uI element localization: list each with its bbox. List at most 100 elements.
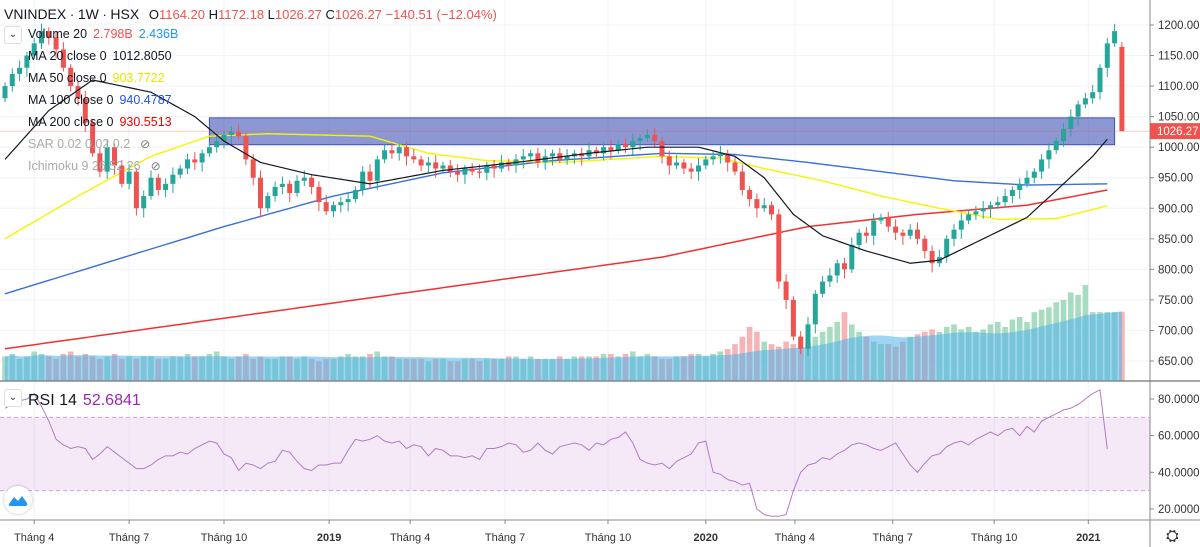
candle-body: [323, 202, 329, 212]
legend-row[interactable]: MA 50 close 0 903.7722: [28, 71, 171, 85]
candle-body: [433, 162, 439, 169]
tradingview-logo[interactable]: [4, 486, 32, 514]
close-label: C: [325, 7, 335, 22]
candle-body: [382, 150, 388, 160]
candle: [418, 155, 424, 172]
candle: [1039, 153, 1045, 179]
indicator-name: Ichimoku 9 26 52 26: [28, 159, 141, 173]
gear-icon[interactable]: ⛭: [1166, 528, 1179, 545]
chevron-down-icon[interactable]: ⌄: [4, 389, 22, 407]
candle: [710, 150, 716, 165]
candle: [769, 201, 774, 220]
candle-body: [228, 131, 234, 135]
candle-body: [206, 147, 212, 154]
candle-body: [265, 196, 271, 209]
candle-body: [747, 189, 753, 200]
candle-body: [82, 98, 88, 123]
candle-body: [834, 263, 840, 276]
separator: ·: [69, 7, 75, 22]
candle: [1009, 186, 1015, 204]
candle: [944, 235, 950, 263]
legend-row[interactable]: Ichimoku 9 26 52 26 ⊘: [28, 159, 167, 173]
candle-body: [907, 229, 913, 236]
candle-body: [214, 141, 220, 148]
price-tick-label: 900.00: [1158, 203, 1193, 215]
candle-body: [75, 86, 81, 99]
candle-body: [988, 205, 993, 209]
candle-body: [1082, 98, 1088, 105]
candle: [783, 274, 789, 310]
candle-body: [608, 147, 614, 151]
candle-body: [279, 183, 285, 187]
eye-crossed-icon[interactable]: ⊘: [150, 159, 161, 173]
candle-body: [287, 183, 293, 193]
candle: [761, 197, 767, 212]
candle: [696, 158, 701, 181]
candle: [382, 144, 388, 164]
candle-body: [360, 171, 366, 190]
legend-row[interactable]: MA 100 close 0 940.4787: [28, 93, 178, 107]
time-tick-label: Tháng 4: [390, 532, 430, 544]
time-tick-label: Tháng 7: [872, 532, 912, 544]
candle-body: [725, 153, 731, 163]
candle: [893, 219, 899, 241]
candle: [352, 186, 358, 203]
candle-body: [1097, 67, 1103, 93]
candle-body: [893, 226, 899, 233]
rsi-name: RSI 14: [28, 392, 77, 409]
candle: [46, 27, 52, 45]
candle-body: [783, 281, 789, 300]
candle: [732, 156, 738, 176]
rsi-band: [0, 417, 1150, 491]
candle: [623, 138, 628, 153]
candle: [141, 190, 147, 218]
candle: [878, 213, 884, 225]
candle-body: [1061, 128, 1066, 142]
candle: [849, 237, 855, 274]
candle-body: [104, 147, 110, 172]
legend-row[interactable]: SAR 0.02 0.02 0.2 ⊘: [28, 137, 156, 151]
candle-body: [250, 159, 256, 178]
rsi-line: [4, 389, 1108, 517]
legend-row[interactable]: Volume 20 2.798B 2.436B: [28, 27, 184, 41]
candle-body: [1031, 171, 1037, 178]
candle: [907, 224, 913, 240]
candle: [60, 42, 66, 72]
chevron-down-icon[interactable]: ⌄: [4, 26, 22, 44]
candle-body: [703, 159, 709, 166]
symbol-name[interactable]: VNINDEX: [4, 6, 67, 22]
candle-body: [455, 171, 461, 175]
candle-body: [477, 171, 482, 173]
rsi-legend[interactable]: RSI 14 52.6841: [28, 392, 147, 410]
time-tick-label: Tháng 10: [201, 532, 247, 544]
candle-body: [1002, 196, 1008, 203]
candle: [922, 235, 928, 259]
candle: [119, 160, 125, 188]
candle-body: [717, 153, 723, 157]
candle: [228, 126, 234, 145]
candle-body: [1104, 43, 1110, 68]
candle-body: [1090, 92, 1096, 99]
interval[interactable]: 1W: [77, 6, 99, 22]
candle: [447, 160, 453, 178]
candle: [805, 317, 811, 357]
legend-row[interactable]: MA 200 close 0 930.5513: [28, 115, 178, 129]
candle-body: [644, 134, 650, 139]
candle-body: [24, 55, 30, 68]
candle-body: [856, 232, 862, 245]
candle-body: [871, 220, 877, 236]
candle: [433, 155, 439, 178]
candle-body: [1119, 46, 1125, 132]
time-tick-label: Tháng 4: [14, 532, 54, 544]
candle: [951, 224, 957, 247]
candle: [1046, 142, 1052, 169]
candle-body: [995, 202, 1001, 206]
candle-body: [674, 162, 680, 166]
legend-row[interactable]: MA 20 close 0 1012.8050: [28, 49, 178, 63]
candle: [469, 163, 475, 176]
eye-crossed-icon[interactable]: ⊘: [140, 137, 151, 151]
candle-body: [637, 138, 643, 142]
candle: [1075, 100, 1081, 126]
candle-body: [535, 153, 541, 163]
